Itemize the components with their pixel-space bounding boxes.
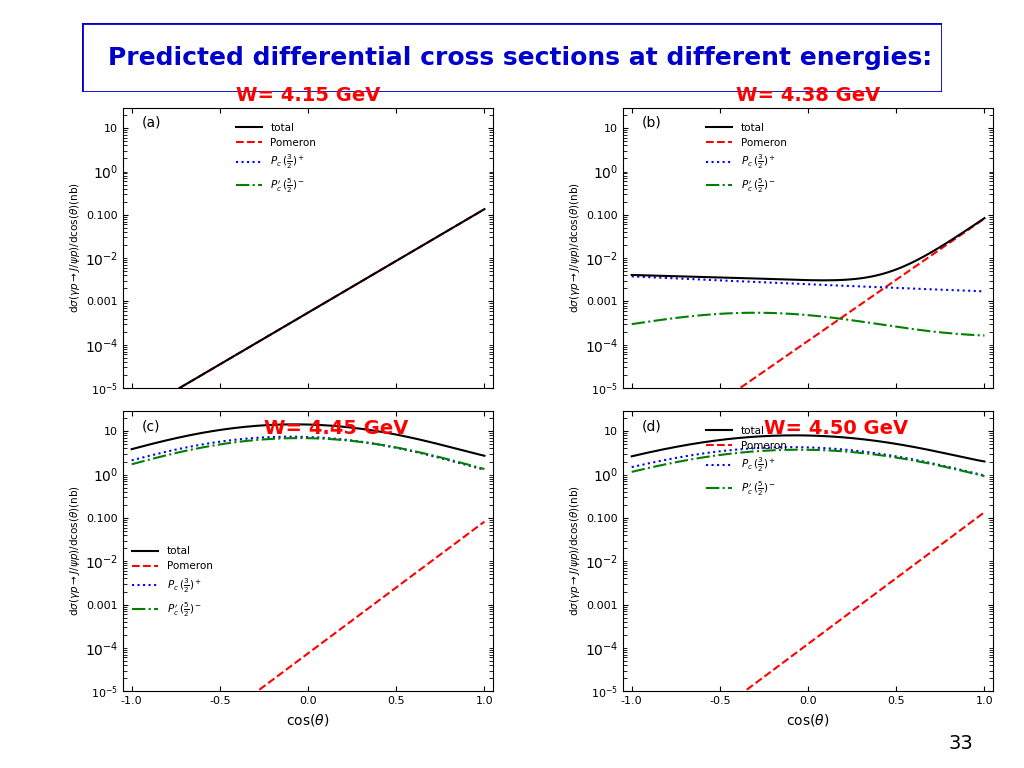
Legend: total, Pomeron, $P_c\,(\frac{3}{2})^+$, $P_c'\,(\frac{5}{2})^-$: total, Pomeron, $P_c\,(\frac{3}{2})^+$, … (702, 422, 791, 502)
X-axis label: $\cos(\theta)$: $\cos(\theta)$ (287, 712, 330, 727)
Title: W= 4.15 GeV: W= 4.15 GeV (236, 85, 380, 104)
Y-axis label: d$\sigma(\gamma p \rightarrow J/\psi p)/$dcos($\theta$)(nb): d$\sigma(\gamma p \rightarrow J/\psi p)/… (68, 182, 82, 313)
Text: (a): (a) (141, 116, 161, 130)
Legend: total, Pomeron, $P_c\,(\frac{3}{2})^+$, $P_c'\,(\frac{5}{2})^-$: total, Pomeron, $P_c\,(\frac{3}{2})^+$, … (231, 118, 321, 199)
Text: (d): (d) (641, 419, 662, 433)
Text: W= 4.50 GeV: W= 4.50 GeV (764, 419, 907, 438)
Y-axis label: d$\sigma(\gamma p \rightarrow J/\psi p)/$dcos($\theta$)(nb): d$\sigma(\gamma p \rightarrow J/\psi p)/… (68, 485, 82, 617)
X-axis label: $\cos(\theta)$: $\cos(\theta)$ (786, 712, 829, 727)
Title: W= 4.38 GeV: W= 4.38 GeV (736, 85, 881, 104)
Text: (b): (b) (641, 116, 662, 130)
Text: W= 4.45 GeV: W= 4.45 GeV (263, 419, 408, 438)
Text: 33: 33 (948, 733, 973, 753)
Legend: total, Pomeron, $P_c\,(\frac{3}{2})^+$, $P_c'\,(\frac{5}{2})^-$: total, Pomeron, $P_c\,(\frac{3}{2})^+$, … (702, 118, 791, 199)
Legend: total, Pomeron, $P_c\,(\frac{3}{2})^+$, $P_c'\,(\frac{5}{2})^-$: total, Pomeron, $P_c\,(\frac{3}{2})^+$, … (128, 542, 217, 623)
Y-axis label: d$\sigma(\gamma p \rightarrow J/\psi p)/$dcos($\theta$)(nb): d$\sigma(\gamma p \rightarrow J/\psi p)/… (568, 182, 582, 313)
Y-axis label: d$\sigma(\gamma p \rightarrow J/\psi p)/$dcos($\theta$)(nb): d$\sigma(\gamma p \rightarrow J/\psi p)/… (568, 485, 582, 617)
Text: Predicted differential cross sections at different energies:: Predicted differential cross sections at… (108, 45, 932, 70)
Text: (c): (c) (141, 419, 160, 433)
